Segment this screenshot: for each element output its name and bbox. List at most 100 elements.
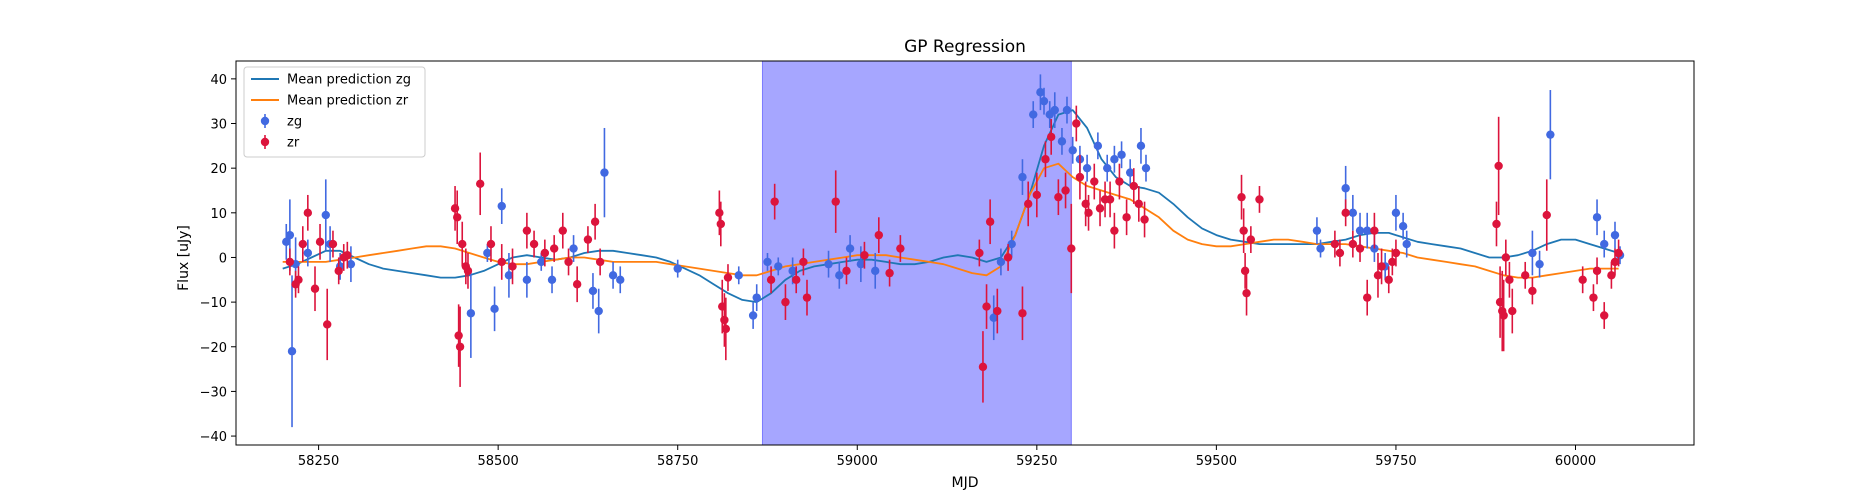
legend-zg-label: zg	[287, 115, 302, 130]
point-zr	[1341, 199, 1350, 227]
marker-zg	[1093, 141, 1103, 151]
point-zg	[608, 261, 618, 289]
marker-zr	[1239, 226, 1248, 235]
chart-legend: Mean prediction zg Mean prediction zr zg zr	[243, 66, 426, 158]
point-zr	[1355, 235, 1365, 262]
point-zg	[282, 223, 291, 260]
marker-zr	[1129, 181, 1138, 191]
marker-zg	[1546, 130, 1555, 139]
marker-zg	[1592, 213, 1602, 222]
point-zr	[874, 217, 884, 253]
x-axis: 58250 58500 58750 59000 59250 59500 59750 60000	[298, 445, 1596, 469]
point-zg	[763, 253, 772, 271]
point-zr	[564, 248, 573, 276]
y-axis-title: Flux [uJy]	[176, 225, 192, 291]
marker-zr	[285, 257, 295, 267]
point-zr	[1046, 119, 1056, 155]
y-tick-label: 30	[210, 118, 227, 133]
point-zg	[1036, 74, 1045, 111]
point-zr	[723, 264, 733, 291]
marker-zr	[540, 248, 550, 258]
point-zr	[1242, 270, 1251, 316]
marker-zg	[1535, 259, 1544, 269]
x-tick-label: 58250	[298, 454, 339, 469]
point-zg	[504, 253, 514, 298]
marker-zr	[310, 284, 320, 293]
marker-zg	[996, 257, 1006, 267]
marker-zr	[303, 208, 313, 218]
point-zr	[486, 226, 496, 262]
marker-zg	[1018, 172, 1027, 182]
point-zg	[1093, 132, 1103, 160]
marker-zg	[1610, 230, 1620, 240]
marker-zg	[1057, 137, 1067, 146]
marker-zr	[1384, 275, 1393, 284]
marker-zr	[1521, 271, 1530, 280]
point-zr	[1363, 279, 1372, 316]
marker-zr	[1255, 195, 1264, 204]
point-zg	[287, 275, 297, 428]
point-zg	[673, 259, 682, 278]
marker-zr	[583, 235, 593, 244]
marker-zg	[1402, 239, 1411, 249]
marker-zr	[455, 342, 465, 351]
marker-zr	[564, 257, 573, 267]
marker-zg	[303, 248, 313, 258]
marker-zr	[1110, 226, 1119, 235]
marker-zr	[1140, 215, 1149, 224]
marker-zr	[529, 239, 539, 249]
marker-zg	[600, 168, 609, 177]
point-zr	[1129, 168, 1138, 204]
x-tick-label: 58750	[657, 454, 698, 469]
point-zr	[315, 223, 325, 260]
marker-zr	[1370, 226, 1379, 235]
marker-zg	[763, 257, 772, 267]
y-tick-label: 0	[219, 251, 227, 266]
data-points	[282, 74, 1625, 428]
marker-zg	[1312, 226, 1322, 235]
marker-zg	[989, 313, 998, 322]
point-zr	[1499, 279, 1508, 352]
marker-zr	[885, 268, 894, 278]
point-zg	[1592, 199, 1602, 236]
point-zg	[1600, 230, 1609, 258]
point-zr	[885, 259, 894, 287]
marker-zr	[1499, 311, 1508, 320]
marker-zr	[1600, 311, 1609, 320]
point-zr	[1492, 201, 1501, 247]
point-zg	[824, 250, 833, 278]
point-zg	[856, 246, 866, 283]
point-zr	[334, 257, 343, 285]
point-zr	[770, 183, 779, 220]
marker-zg	[1355, 226, 1365, 235]
marker-zg	[673, 264, 682, 273]
x-tick-label: 59500	[1196, 454, 1237, 469]
point-zg	[594, 288, 603, 334]
marker-zr	[315, 237, 325, 247]
marker-zr	[1377, 262, 1386, 271]
point-zr	[1505, 261, 1514, 298]
point-zg	[1007, 230, 1016, 258]
point-zr	[1335, 239, 1345, 267]
point-zg	[1402, 230, 1411, 258]
point-zg	[1082, 154, 1092, 182]
marker-zg	[752, 293, 761, 302]
point-zr	[1592, 257, 1602, 285]
point-zr	[766, 266, 776, 294]
marker-zr	[1240, 266, 1250, 276]
point-zr	[1237, 174, 1246, 220]
point-zr	[1384, 266, 1393, 294]
marker-zg	[734, 271, 743, 280]
marker-zg	[1600, 239, 1609, 249]
point-zr	[1084, 194, 1093, 231]
point-zg	[1316, 239, 1325, 258]
marker-zg	[1528, 248, 1537, 258]
point-zg	[522, 261, 532, 298]
marker-zr	[1508, 306, 1517, 316]
marker-zg	[1316, 244, 1325, 253]
marker-zr	[1542, 210, 1551, 220]
point-zr	[1521, 261, 1530, 289]
point-zr	[1542, 179, 1551, 251]
point-zr	[1054, 179, 1063, 216]
point-zg	[774, 257, 783, 276]
